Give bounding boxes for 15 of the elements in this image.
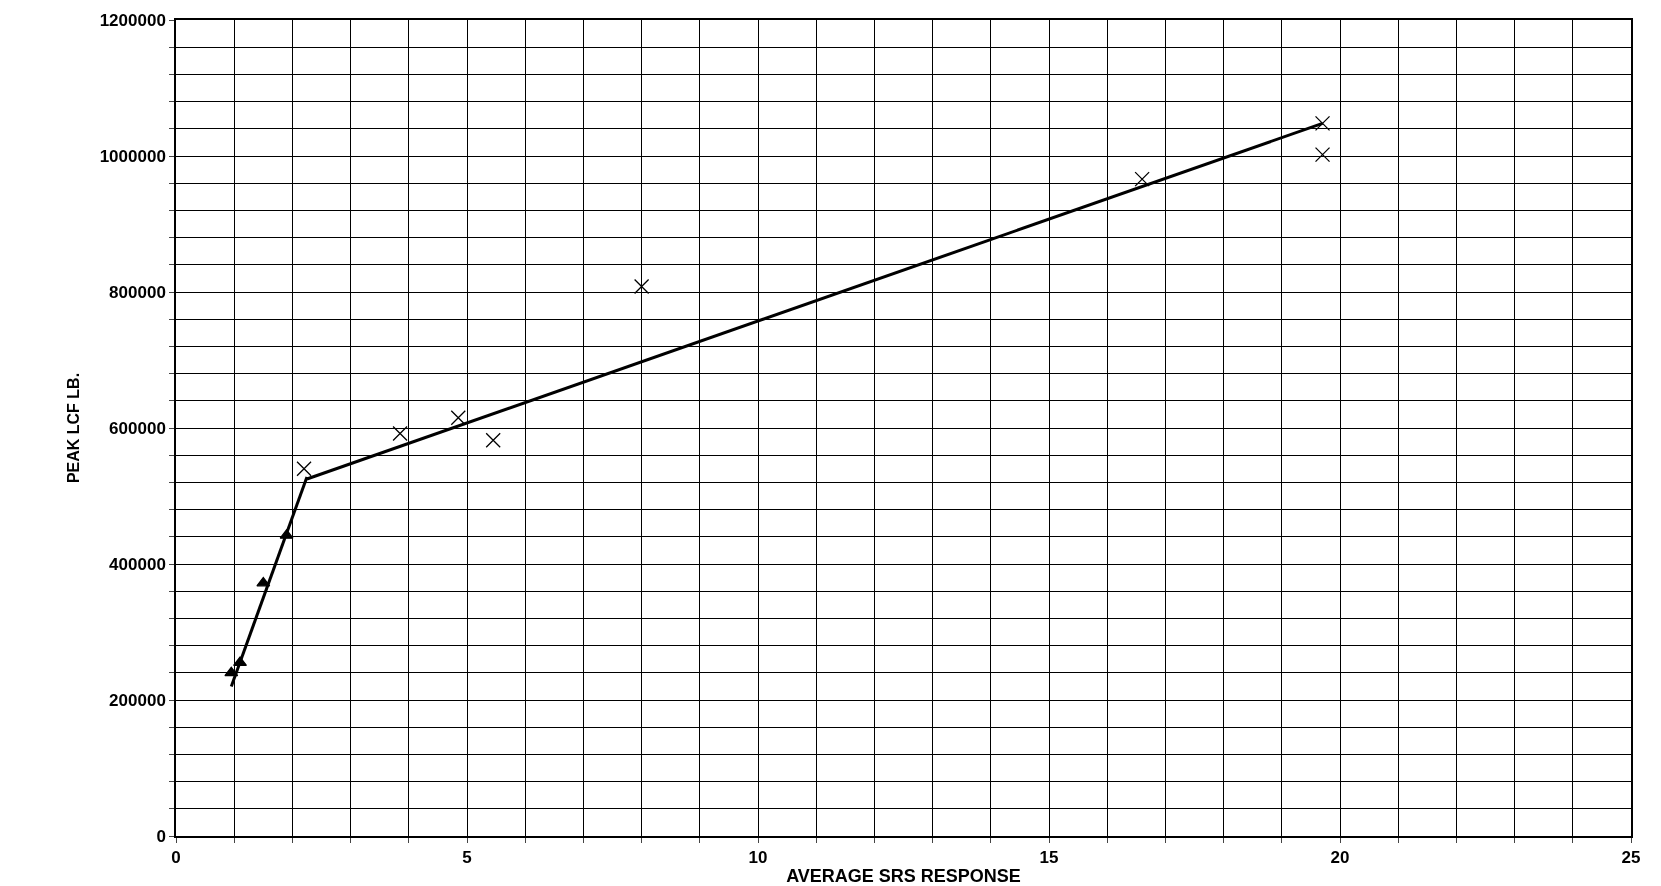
y-tick-label: 200000 [109, 690, 166, 710]
x-tick-label: 0 [171, 848, 181, 868]
x-tick-label: 15 [1039, 848, 1059, 868]
x-tick-label: 5 [462, 848, 472, 868]
y-tick-label: 1000000 [99, 146, 166, 166]
x-tick-label: 20 [1330, 848, 1350, 868]
y-tick-label: 0 [156, 826, 166, 846]
y-tick-label: 800000 [109, 282, 166, 302]
x-tick-label: 25 [1621, 848, 1641, 868]
y-axis-title: PEAK LCF LB. [65, 372, 83, 484]
y-tick-label: 1200000 [99, 10, 166, 30]
y-tick-label: 600000 [109, 418, 166, 438]
x-tick-label: 10 [748, 848, 768, 868]
y-tick-label: 400000 [109, 554, 166, 574]
x-axis-title: AVERAGE SRS RESPONSE [786, 866, 1021, 886]
